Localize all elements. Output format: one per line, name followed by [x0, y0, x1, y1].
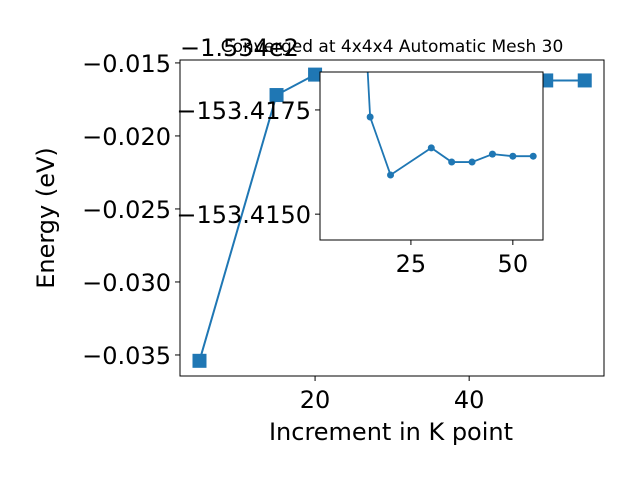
x-tick-label: 20 [300, 386, 331, 414]
x-axis-label: Increment in K point [269, 418, 513, 446]
plot-area [366, 72, 537, 179]
marker [269, 88, 284, 103]
y-tick-label: −0.015 [82, 50, 171, 78]
marker [448, 158, 456, 166]
marker [308, 67, 323, 82]
x-tick-label: 25 [396, 250, 427, 278]
y-tick-label: −0.025 [82, 196, 171, 224]
x-tick-label: 40 [454, 386, 485, 414]
x-tick-label: 50 [498, 250, 529, 278]
chart-title: Converged at 4x4x4 Automatic Mesh 30 [221, 37, 564, 57]
marker [529, 152, 537, 160]
marker [577, 73, 592, 88]
y-tick-label: −153.4175 [176, 97, 311, 125]
axes-frame [319, 71, 544, 241]
marker [387, 171, 395, 179]
marker [366, 113, 374, 121]
axes-frame [179, 59, 605, 377]
plot-area [192, 67, 592, 368]
y-tick-label: −153.4150 [176, 201, 311, 229]
marker [192, 353, 207, 368]
y-offset-label: −1.534e2 [180, 34, 299, 62]
marker [488, 150, 496, 158]
y-tick-label: −0.020 [82, 123, 171, 151]
y-tick-label: −0.035 [82, 342, 171, 370]
marker [427, 144, 435, 152]
marker [468, 158, 476, 166]
y-tick-label: −0.030 [82, 269, 171, 297]
y-axis-label: Energy (eV) [32, 147, 60, 289]
marker [509, 152, 517, 160]
